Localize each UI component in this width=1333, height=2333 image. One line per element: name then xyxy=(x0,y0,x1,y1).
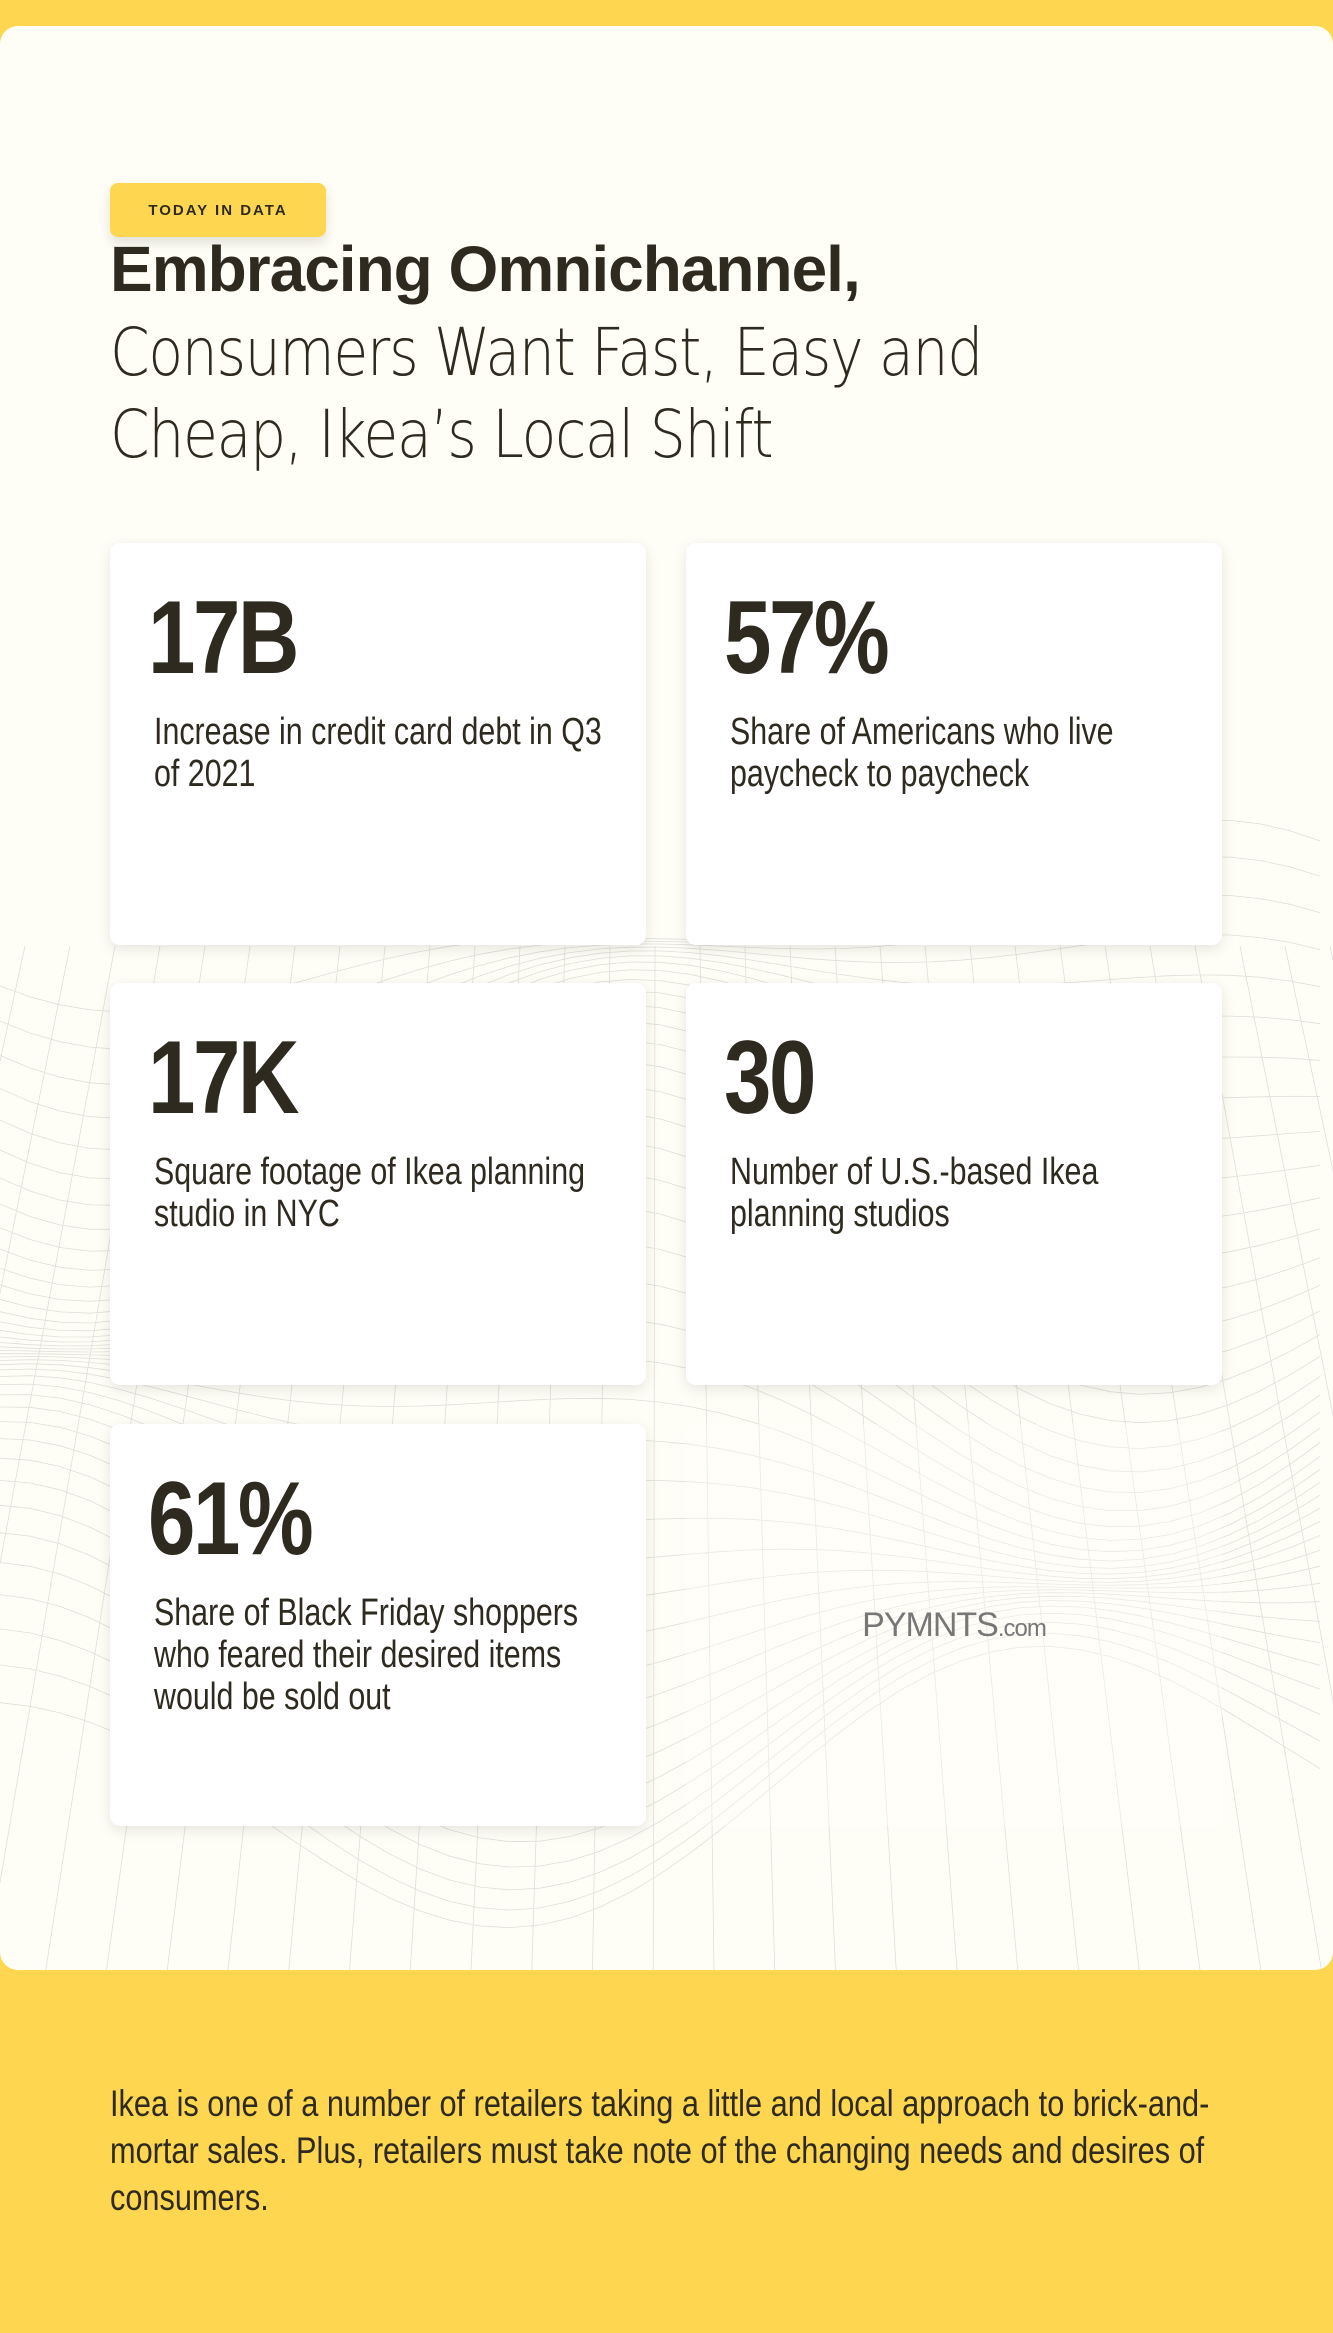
stat-card: 57% Share of Americans who live paycheck… xyxy=(686,543,1222,945)
stat-value: 17K xyxy=(148,1020,300,1136)
stat-card: 61% Share of Black Friday shoppers who f… xyxy=(110,1424,646,1826)
stat-description: Share of Americans who live paycheck to … xyxy=(730,711,1114,795)
stat-card: 17B Increase in credit card debt in Q3 o… xyxy=(110,543,646,945)
logo-card: PYMNTS.com xyxy=(686,1424,1222,1826)
stat-value: 30 xyxy=(724,1020,816,1136)
stat-value: 57% xyxy=(724,580,890,696)
today-in-data-badge: TODAY IN DATA xyxy=(110,183,326,237)
stat-description: Increase in credit card debt in Q3 of 20… xyxy=(154,711,602,795)
footer-text: Ikea is one of a number of retailers tak… xyxy=(110,2083,1210,2218)
stat-card: 17K Square footage of Ikea planning stud… xyxy=(110,983,646,1385)
headline-light: Consumers Want Fast, Easy and Cheap, Ike… xyxy=(110,312,1124,476)
headline-bold: Embracing Omnichannel, xyxy=(110,233,861,305)
headline-line: Consumers Want Fast, Easy and xyxy=(110,314,983,391)
stat-description: Number of U.S.-based Ikea planning studi… xyxy=(730,1151,1099,1235)
pymnts-logo: PYMNTS.com xyxy=(862,1605,1047,1644)
stat-card: 30 Number of U.S.-based Ikea planning st… xyxy=(686,983,1222,1385)
stat-description: Share of Black Friday shoppers who feare… xyxy=(154,1592,579,1718)
infographic-panel: TODAY IN DATA Embracing Omnichannel, Con… xyxy=(0,26,1333,1970)
stat-value: 61% xyxy=(148,1461,314,1577)
stat-description: Square footage of Ikea planning studio i… xyxy=(154,1151,586,1235)
stat-value: 17B xyxy=(148,580,300,696)
headline-line: Cheap, Ikea’s Local Shift xyxy=(110,396,774,473)
